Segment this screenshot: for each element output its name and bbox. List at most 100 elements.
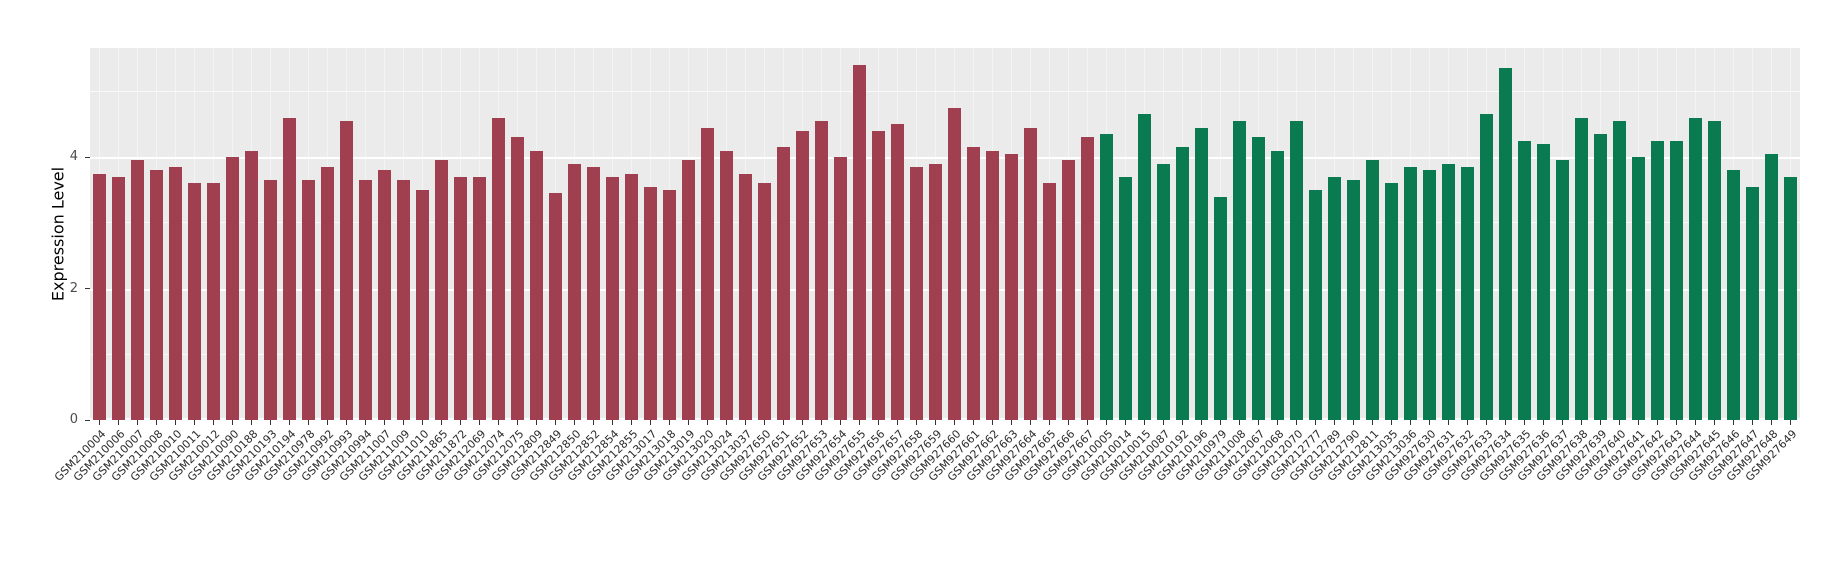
bar-GSM927667 — [1080, 137, 1095, 420]
x-tick-mark — [821, 420, 822, 425]
bar-GSM927657 — [890, 124, 905, 420]
bar-GSM210993 — [339, 120, 354, 420]
bar-GSM212852 — [586, 166, 601, 420]
bar-GSM212790 — [1346, 180, 1361, 420]
bar-GSM927664 — [1023, 127, 1038, 420]
minor-gridline-y5 — [90, 90, 1800, 92]
x-tick-mark — [574, 420, 575, 425]
x-tick-mark — [1258, 420, 1259, 425]
bar-GSM212069 — [472, 176, 487, 420]
x-tick-mark — [1524, 420, 1525, 425]
bar-GSM210011 — [187, 183, 202, 420]
bar-GSM927633 — [1479, 114, 1494, 420]
bar-GSM927651 — [776, 147, 791, 420]
bar-GSM212789 — [1327, 176, 1342, 420]
bar-GSM210004 — [92, 173, 107, 420]
bar-GSM213019 — [681, 160, 696, 420]
x-tick-mark — [232, 420, 233, 425]
x-tick-mark — [726, 420, 727, 425]
bar-GSM927640 — [1612, 120, 1627, 420]
bar-GSM210008 — [149, 170, 164, 420]
bar-GSM927654 — [833, 157, 848, 420]
x-tick-mark — [1277, 420, 1278, 425]
bar-GSM210994 — [358, 180, 373, 420]
bar-GSM927632 — [1460, 166, 1475, 420]
bar-GSM927658 — [909, 166, 924, 420]
x-tick-mark — [1581, 420, 1582, 425]
bar-GSM210005 — [1099, 134, 1114, 420]
x-tick-mark — [859, 420, 860, 425]
x-tick-mark — [1125, 420, 1126, 425]
bar-GSM927661 — [966, 147, 981, 420]
x-tick-mark — [954, 420, 955, 425]
bar-GSM213024 — [719, 150, 734, 420]
x-tick-mark — [536, 420, 537, 425]
x-tick-mark — [1695, 420, 1696, 425]
x-tick-mark — [1638, 420, 1639, 425]
x-tick-mark — [1543, 420, 1544, 425]
bar-GSM211009 — [396, 180, 411, 420]
bar-GSM927641 — [1631, 157, 1646, 420]
x-tick-mark — [1087, 420, 1088, 425]
x-tick-mark — [1410, 420, 1411, 425]
bar-GSM210015 — [1137, 114, 1152, 420]
bar-GSM212850 — [567, 163, 582, 420]
x-tick-mark — [1676, 420, 1677, 425]
x-tick-mark — [1600, 420, 1601, 425]
y-tick-label: 4 — [69, 149, 78, 165]
x-tick-mark — [365, 420, 366, 425]
y-tick-mark — [85, 156, 90, 158]
x-tick-mark — [1201, 420, 1202, 425]
bar-GSM927643 — [1669, 140, 1684, 420]
x-tick-mark — [289, 420, 290, 425]
bar-GSM927648 — [1764, 153, 1779, 420]
plot-panel — [90, 48, 1800, 420]
x-tick-mark — [707, 420, 708, 425]
x-tick-mark — [1239, 420, 1240, 425]
x-tick-mark — [1562, 420, 1563, 425]
major-gridline-y4 — [90, 157, 1800, 160]
bar-GSM211010 — [415, 189, 430, 420]
x-tick-mark — [441, 420, 442, 425]
bar-GSM210992 — [320, 166, 335, 420]
x-tick-mark — [1182, 420, 1183, 425]
bar-GSM212074 — [491, 117, 506, 420]
y-tick-label: 0 — [69, 412, 78, 427]
bar-GSM210193 — [263, 180, 278, 420]
x-tick-mark — [1353, 420, 1354, 425]
bar-GSM212855 — [624, 173, 639, 420]
bar-GSM210188 — [244, 150, 259, 420]
bar-GSM212068 — [1270, 150, 1285, 420]
bar-GSM927639 — [1593, 134, 1608, 420]
bar-GSM212075 — [510, 137, 525, 420]
bar-GSM927637 — [1555, 160, 1570, 420]
y-tick-mark — [85, 288, 90, 290]
x-tick-mark — [1068, 420, 1069, 425]
x-tick-mark — [1372, 420, 1373, 425]
minor-gridline-y3 — [90, 222, 1800, 224]
major-gridline-y2 — [90, 288, 1800, 291]
bar-GSM927645 — [1707, 120, 1722, 420]
bar-GSM211007 — [377, 170, 392, 420]
x-tick-mark — [479, 420, 480, 425]
x-tick-mark — [1030, 420, 1031, 425]
y-tick-mark — [85, 419, 90, 421]
bar-GSM927636 — [1536, 143, 1551, 420]
x-tick-mark — [1011, 420, 1012, 425]
bar-GSM927660 — [947, 107, 962, 420]
bar-GSM927655 — [852, 65, 867, 420]
bar-GSM213036 — [1403, 166, 1418, 420]
bar-GSM211865 — [434, 160, 449, 420]
x-tick-mark — [1315, 420, 1316, 425]
x-tick-mark — [137, 420, 138, 425]
bar-GSM927656 — [871, 130, 886, 420]
bar-GSM212854 — [605, 176, 620, 420]
x-tick-mark — [669, 420, 670, 425]
bar-GSM927662 — [985, 150, 1000, 420]
bar-GSM927631 — [1441, 163, 1456, 420]
bar-GSM213037 — [738, 173, 753, 420]
bar-GSM212811 — [1365, 160, 1380, 420]
x-tick-mark — [650, 420, 651, 425]
x-tick-mark — [764, 420, 765, 425]
